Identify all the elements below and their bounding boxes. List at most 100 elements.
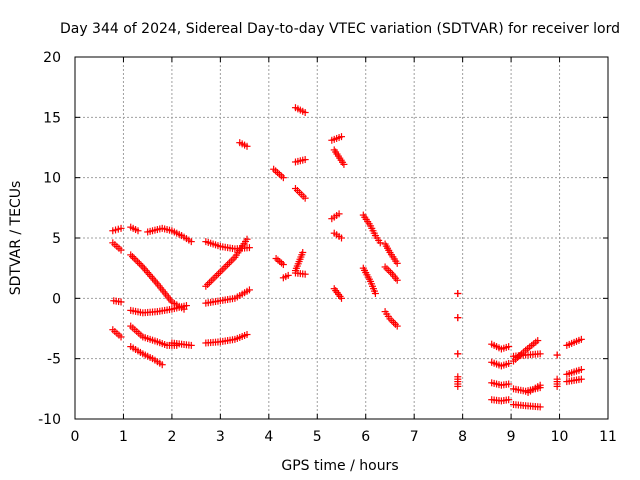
data-point [134,227,142,235]
data-point [391,320,399,328]
data-point [301,194,309,202]
data-point [505,343,513,351]
y-tick-label: 15 [43,110,61,126]
series-arc29 [330,285,345,302]
series-arc48 [553,351,561,359]
data-point [279,174,287,182]
x-tick-label: 1 [119,429,128,445]
series-arc04 [109,326,125,341]
series-arc06 [127,251,188,313]
series-arc44 [510,350,544,360]
data-point [245,286,253,294]
data-point [338,234,345,242]
data-point [393,276,401,284]
y-tick-label: 20 [43,50,61,66]
data-point [536,403,544,411]
series-arc35 [454,290,462,298]
series-arc14 [202,286,253,307]
data-point [577,375,585,383]
data-point [137,261,145,269]
series-arc52 [563,375,585,386]
data-point [577,335,585,343]
series-arc31 [359,264,379,298]
series-arc18 [272,255,287,269]
series-arc27 [328,210,343,223]
series-arc42 [488,396,513,405]
series-arc16 [236,139,251,150]
chart-title: Day 344 of 2024, Sidereal Day-to-day VTE… [60,21,620,37]
x-tick-label: 2 [167,429,176,445]
x-tick-label: 4 [264,429,273,445]
series-arc17 [270,165,287,182]
data-point [158,361,166,369]
data-point [577,366,585,374]
data-point [284,271,292,279]
data-point [279,261,287,269]
data-point [211,273,219,281]
y-tick-label: 10 [43,171,61,187]
series-arc43 [510,337,542,365]
data-point [301,270,309,278]
series-arc11 [144,224,195,246]
data-point [390,318,398,326]
data-point [383,265,391,273]
series-arc37 [454,350,462,358]
data-point [117,224,125,232]
series-arc30 [359,211,384,247]
series-arc33 [381,263,401,284]
data-point [536,381,544,389]
data-point [371,290,379,298]
data-point [117,246,125,254]
y-tick-label: -10 [38,412,61,428]
series-arc20 [291,104,309,117]
series-arc02 [109,239,125,254]
x-tick-label: 11 [599,429,617,445]
data-point [205,279,213,287]
data-point [553,382,561,390]
data-point [215,270,223,278]
series-arc38 [454,373,462,390]
data-point [505,380,513,388]
series-arc39 [488,340,513,353]
series-arc49 [553,375,561,390]
series-arc09 [168,339,195,349]
data-points [109,104,585,411]
data-point [134,258,142,266]
series-arc03 [110,297,125,306]
series-arc28 [330,229,345,242]
data-point [381,263,389,271]
data-point [227,257,235,265]
data-point [393,322,401,330]
series-arc10 [127,343,166,369]
series-arc46 [510,401,544,411]
data-point [505,396,513,404]
y-tick-label: 0 [52,291,61,307]
series-arc07 [127,302,190,317]
x-tick-label: 8 [458,429,467,445]
data-point [245,244,253,252]
data-point [388,317,396,325]
series-arc01 [109,224,125,235]
series-arc50 [563,335,585,349]
y-tick-labels: -10 -5 0 5 10 15 20 [38,50,61,428]
data-point [127,251,135,259]
data-point [243,235,251,243]
series-arc32 [381,240,401,267]
data-point [454,350,462,358]
series-arc36 [454,314,462,322]
data-point [216,268,224,276]
data-point [222,262,230,270]
data-point [128,253,136,261]
series-arc40 [488,358,513,370]
x-tick-label: 10 [551,429,569,445]
data-point [553,351,561,359]
data-point [299,248,307,256]
data-point [534,337,542,345]
x-tick-label: 9 [507,429,516,445]
data-point [213,271,221,279]
data-point [243,331,251,339]
data-point [454,314,462,322]
y-tick-label: -5 [47,352,61,368]
data-point [338,294,345,302]
y-axis-label: SDTVAR / TECUs [8,181,24,296]
